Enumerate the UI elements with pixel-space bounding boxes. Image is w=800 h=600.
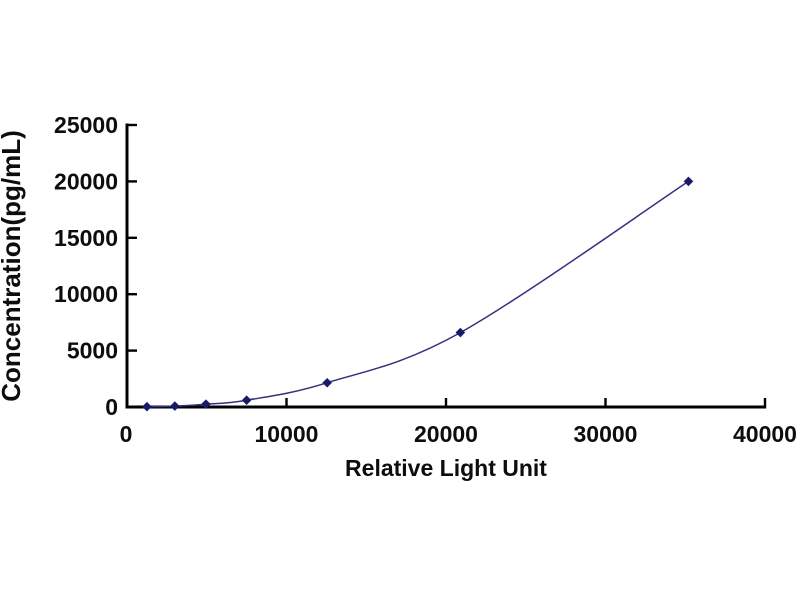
- curve-line: [146, 180, 689, 408]
- y-tick-label: 10000: [54, 281, 118, 307]
- x-tick-label: 0: [120, 421, 133, 447]
- data-point-marker: [322, 377, 332, 388]
- data-point-marker: [241, 395, 252, 406]
- x-axis-tick-labels: 0 10000 20000 30000 40000: [120, 421, 797, 447]
- y-tick-label: 15000: [54, 225, 118, 251]
- data-point-marker: [683, 176, 694, 187]
- data-point-marker: [142, 401, 152, 412]
- data-point-marker: [455, 327, 466, 338]
- data-series: [142, 176, 694, 412]
- data-point-marker: [170, 401, 180, 411]
- x-tick-label: 10000: [255, 421, 319, 447]
- y-tick-label: 20000: [54, 168, 118, 194]
- y-tick-label: 25000: [54, 112, 118, 138]
- x-axis-ticks: [285, 398, 767, 406]
- x-tick-label: 30000: [574, 421, 638, 447]
- axes: [125, 123, 767, 409]
- y-axis-title: Concentration(pg/mL): [0, 130, 26, 402]
- y-axis-tick-labels: 25000 20000 15000 10000 5000 0: [54, 112, 118, 420]
- y-axis-ticks: [128, 123, 137, 352]
- x-axis-title: Relative Light Unit: [345, 455, 547, 481]
- data-point-marker: [201, 399, 211, 409]
- y-tick-label: 5000: [67, 338, 118, 364]
- y-tick-label: 0: [105, 394, 118, 420]
- x-tick-label: 20000: [414, 421, 478, 447]
- x-tick-label: 40000: [733, 421, 797, 447]
